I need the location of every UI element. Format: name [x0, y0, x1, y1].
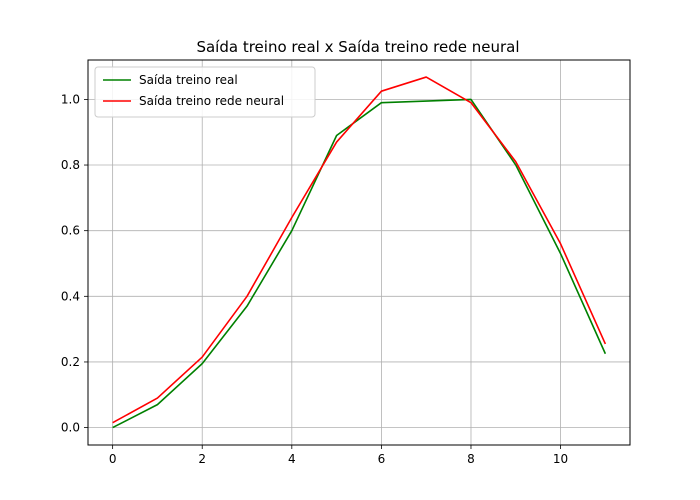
y-tick-label: 0.8	[61, 158, 80, 172]
legend-label: Saída treino rede neural	[139, 94, 284, 108]
x-axis: 0 2 4 6 8 10	[109, 445, 568, 466]
series-line-1	[112, 98, 607, 429]
chart-title: Saída treino real x Saída treino rede ne…	[196, 38, 519, 56]
y-axis: 0.0 0.2 0.4 0.6 0.8 1.0	[61, 92, 88, 435]
x-tick-label: 6	[378, 452, 386, 466]
x-tick-label: 10	[553, 452, 568, 466]
y-tick-label: 1.0	[61, 92, 80, 106]
plot-frame	[87, 59, 631, 446]
x-tick-label: 8	[467, 452, 475, 466]
legend: Saída treino real Saída treino rede neura…	[94, 66, 316, 118]
x-tick-label: 2	[198, 452, 206, 466]
series-line-2	[112, 76, 607, 424]
series-lines	[112, 76, 607, 429]
x-tick-label: 4	[288, 452, 296, 466]
y-tick-label: 0.2	[61, 355, 80, 369]
y-tick-label: 0.0	[61, 421, 80, 435]
legend-label: Saída treino real	[139, 73, 238, 87]
x-tick-label: 0	[109, 452, 117, 466]
legend-box	[94, 66, 316, 118]
y-tick-label: 0.4	[61, 289, 80, 303]
y-tick-label: 0.6	[61, 224, 80, 238]
